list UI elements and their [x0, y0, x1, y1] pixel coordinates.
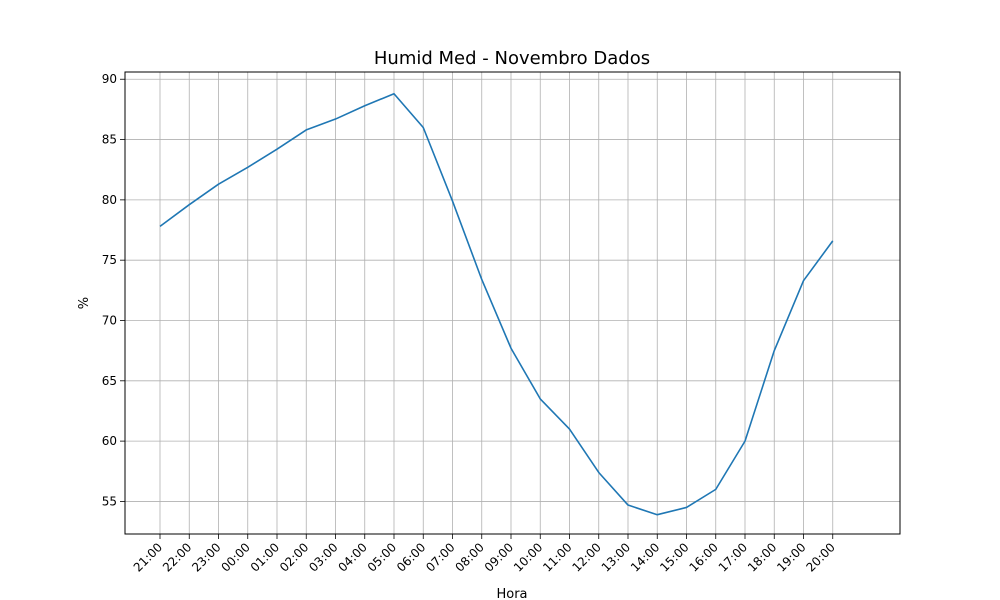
x-tick-label: 19:00 — [774, 540, 808, 574]
data-point — [569, 428, 571, 430]
x-tick-label: 13:00 — [599, 540, 633, 574]
data-point — [598, 471, 600, 473]
data-point — [803, 280, 805, 282]
data-point — [539, 398, 541, 400]
x-tick-label: 00:00 — [219, 540, 253, 574]
data-point — [627, 504, 629, 506]
data-point — [188, 204, 190, 206]
y-tick-label: 90 — [102, 72, 117, 86]
series-group — [159, 92, 834, 516]
data-point — [364, 105, 366, 107]
y-tick-label: 55 — [102, 494, 117, 508]
data-point — [656, 514, 658, 516]
x-tick-label: 11:00 — [540, 540, 574, 574]
x-tick-label: 01:00 — [248, 540, 282, 574]
plot-area-frame — [124, 71, 901, 535]
grid — [125, 72, 900, 534]
y-tick-label: 75 — [102, 253, 117, 267]
data-point — [218, 183, 220, 185]
data-point — [393, 93, 395, 95]
x-tick-label: 18:00 — [745, 540, 779, 574]
x-tick-label: 02:00 — [277, 540, 311, 574]
data-point — [773, 350, 775, 352]
x-tick-label: 21:00 — [131, 540, 165, 574]
data-point — [305, 129, 307, 131]
x-tick-label: 10:00 — [511, 540, 545, 574]
x-tick-label: 05:00 — [365, 540, 399, 574]
series-line — [159, 92, 834, 516]
x-tick-label: 16:00 — [687, 540, 721, 574]
y-axis-title: % — [77, 297, 92, 309]
x-tick-label: 06:00 — [394, 540, 428, 574]
data-point — [744, 440, 746, 442]
x-tick-label: 20:00 — [804, 540, 838, 574]
y-tick-label: 60 — [102, 434, 117, 448]
axis-ticks: 21:0022:0023:0000:0001:0002:0003:0004:00… — [102, 72, 838, 574]
data-point — [832, 240, 834, 242]
x-tick-label: 09:00 — [482, 540, 516, 574]
x-tick-label: 22:00 — [160, 540, 194, 574]
y-tick-label: 70 — [102, 313, 117, 327]
x-tick-label: 03:00 — [306, 540, 340, 574]
x-tick-label: 07:00 — [423, 540, 457, 574]
data-point — [159, 225, 161, 227]
chart-title: Humid Med - Novembro Dados — [374, 48, 650, 69]
x-tick-label: 15:00 — [657, 540, 691, 574]
y-tick-label: 85 — [102, 133, 117, 147]
data-point — [335, 118, 337, 120]
x-tick-label: 12:00 — [570, 540, 604, 574]
data-point — [481, 278, 483, 280]
data-point — [276, 148, 278, 150]
x-tick-label: 17:00 — [716, 540, 750, 574]
data-point — [452, 200, 454, 202]
y-tick-label: 65 — [102, 374, 117, 388]
data-point — [422, 126, 424, 128]
data-point — [247, 166, 249, 168]
data-point — [510, 347, 512, 349]
x-tick-label: 08:00 — [453, 540, 487, 574]
y-tick-label: 80 — [102, 193, 117, 207]
x-axis-title: Hora — [496, 587, 527, 600]
x-tick-label: 04:00 — [336, 540, 370, 574]
data-point — [686, 506, 688, 508]
x-tick-label: 23:00 — [189, 540, 223, 574]
data-point — [715, 488, 717, 490]
x-tick-label: 14:00 — [628, 540, 662, 574]
